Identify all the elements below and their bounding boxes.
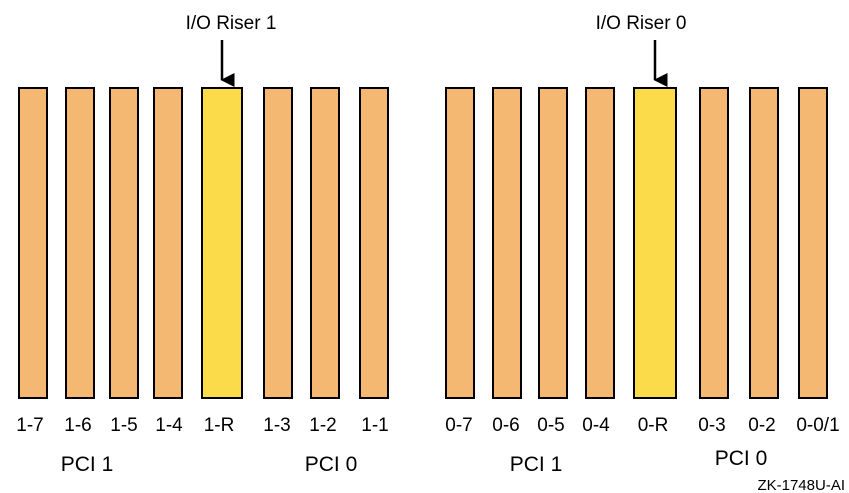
slot-label-1-1: 1-1 [361,415,388,436]
riser-0-bus-label-pci1: PCI 1 [510,453,563,476]
slot-label-0-0-1: 0-0/1 [796,415,839,436]
slot-label-1-7: 1-7 [16,415,43,436]
slot-label-0-r: 0-R [638,415,669,436]
slot-label-0-2: 0-2 [748,415,775,436]
pci-slot-0-3 [699,87,729,399]
slot-label-0-3: 0-3 [698,415,725,436]
pci-slot-0-4 [585,87,615,399]
slot-label-0-5: 0-5 [537,415,564,436]
riser-1-bus-label-pci0: PCI 0 [305,453,358,476]
pci-slot-1-1 [359,87,389,399]
pci-slot-1-5 [109,87,139,399]
slot-label-1-3: 1-3 [263,415,290,436]
slot-label-0-4: 0-4 [582,415,610,436]
riser-1-bus-label-pci1: PCI 1 [61,453,114,476]
pci-slot-0-2 [749,87,779,399]
riser-0-bus-label-pci0: PCI 0 [715,447,768,470]
slot-label-1-5: 1-5 [110,415,137,436]
riser-1-title: I/O Riser 1 [186,13,277,34]
pci-slot-0-7 [445,87,475,399]
riser-connector-1-r [201,87,243,399]
pci-slot-0-5 [538,87,568,399]
riser-connector-0-r [633,87,677,399]
figure-id: ZK-1748U-AI [757,477,845,493]
pci-slot-1-4 [153,87,183,399]
pci-slot-1-2 [310,87,340,399]
riser-0-title: I/O Riser 0 [596,13,687,34]
slot-label-1-6: 1-6 [64,415,91,436]
pci-slot-1-7 [18,87,48,399]
pci-slot-0-6 [492,87,522,399]
slot-label-0-7: 0-7 [445,415,472,436]
pci-slot-0-0-1 [798,87,828,399]
slot-label-1-r: 1-R [204,415,235,436]
slot-label-1-4: 1-4 [155,415,183,436]
pci-slot-1-3 [263,87,293,399]
pci-slot-1-6 [65,87,95,399]
slot-label-1-2: 1-2 [309,415,336,436]
riser-1-group: I/O Riser 1 1-7 1-6 1-5 1-4 1-R 1-3 1-2 1-1 PCI… [16,13,389,476]
slot-label-0-6: 0-6 [492,415,519,436]
riser-0-group: I/O Riser 0 0-7 0-6 0-5 0-4 0-R 0-3 0-2 0-0/1 P… [445,13,840,476]
